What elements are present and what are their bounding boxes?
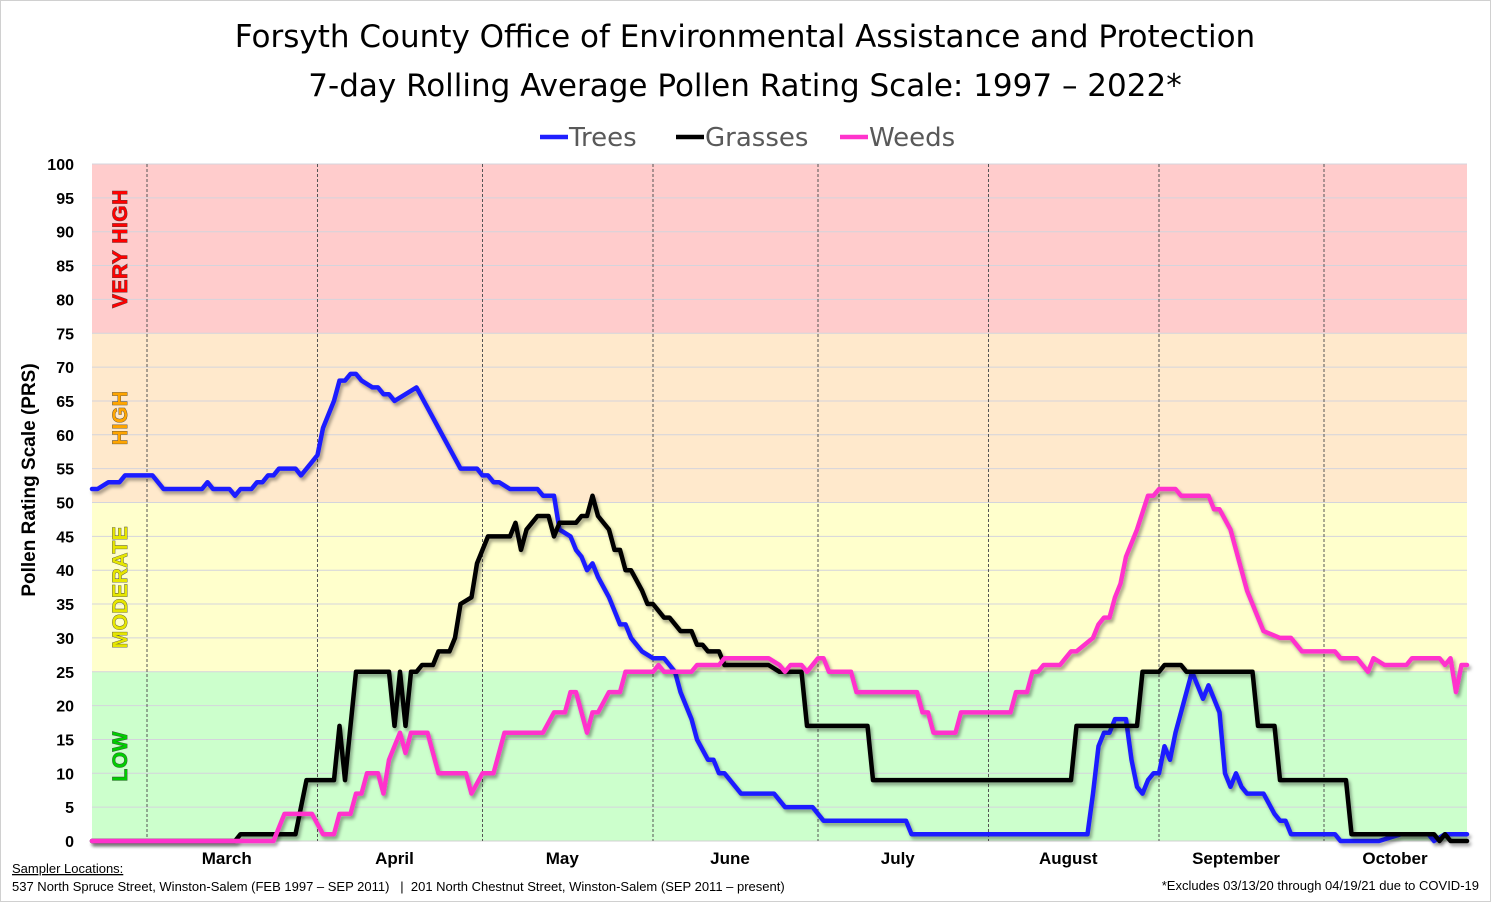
y-tick-label: 70 bbox=[56, 360, 74, 377]
y-tick-label: 100 bbox=[47, 157, 74, 174]
band-labels: LOW MODERATE HIGH VERY HIGH bbox=[109, 189, 133, 782]
x-tick-label: October bbox=[1362, 849, 1428, 868]
band-label: MODERATE bbox=[109, 526, 132, 649]
y-tick-label: 85 bbox=[56, 259, 74, 276]
sampler-locations: 537 North Spruce Street, Winston-Salem (… bbox=[12, 879, 785, 894]
band-very-high bbox=[92, 164, 1467, 334]
series-line-weeds bbox=[89, 486, 1470, 844]
x-tick-label: July bbox=[881, 849, 916, 868]
band-moderate bbox=[92, 502, 1467, 672]
x-tick-label: August bbox=[1039, 849, 1098, 868]
legend-label: Trees bbox=[568, 123, 637, 153]
covid-note: *Excludes 03/13/20 through 04/19/21 due … bbox=[1162, 878, 1479, 893]
y-tick-label: 60 bbox=[56, 428, 74, 445]
chart-title: Forsyth County Office of Environmental A… bbox=[235, 19, 1255, 55]
y-tick-label: 15 bbox=[56, 732, 74, 749]
y-tick-label: 35 bbox=[56, 597, 74, 614]
series-line-grasses bbox=[89, 493, 1470, 844]
y-tick-label: 45 bbox=[56, 529, 74, 546]
chart-subtitle: 7-day Rolling Average Pollen Rating Scal… bbox=[308, 68, 1181, 104]
x-tick-label: April bbox=[375, 849, 414, 868]
band-low bbox=[92, 671, 1467, 841]
month-dividers bbox=[146, 164, 1325, 841]
band-label: HIGH bbox=[109, 391, 132, 446]
risk-bands bbox=[92, 164, 1467, 841]
y-tick-label: 20 bbox=[56, 699, 74, 716]
x-tick-label: May bbox=[546, 849, 580, 868]
series-line-trees bbox=[89, 371, 1470, 844]
x-tick-label: September bbox=[1192, 849, 1280, 868]
band-high bbox=[92, 333, 1467, 503]
y-tick-label: 5 bbox=[65, 800, 74, 817]
band-label: VERY HIGH bbox=[109, 189, 132, 308]
gridlines bbox=[92, 163, 1467, 842]
y-tick-label: 90 bbox=[56, 225, 74, 242]
x-axis-labels: March April May June July August September Octo… bbox=[202, 849, 1428, 868]
y-tick-label: 0 bbox=[65, 834, 74, 851]
legend: Trees Grasses Weeds bbox=[540, 123, 955, 153]
band-label: LOW bbox=[109, 731, 132, 781]
y-tick-label: 55 bbox=[56, 462, 74, 479]
y-tick-label: 65 bbox=[56, 394, 74, 411]
y-tick-label: 40 bbox=[56, 563, 74, 580]
y-tick-label: 80 bbox=[56, 292, 74, 309]
y-tick-label: 25 bbox=[56, 665, 74, 682]
series-lines bbox=[89, 371, 1470, 844]
x-tick-label: March bbox=[202, 849, 252, 868]
y-tick-label: 10 bbox=[56, 766, 74, 783]
y-tick-label: 75 bbox=[56, 326, 74, 343]
y-axis-ticks: 0 5 10 15 20 25 30 35 40 45 50 55 60 65 70 75 80 85 90 95 10… bbox=[47, 157, 74, 851]
sampler-heading: Sampler Locations: bbox=[12, 861, 123, 876]
y-tick-label: 30 bbox=[56, 631, 74, 648]
x-tick-label: June bbox=[710, 849, 750, 868]
y-tick-label: 95 bbox=[56, 191, 74, 208]
legend-label: Weeds bbox=[869, 123, 955, 153]
y-tick-label: 50 bbox=[56, 496, 74, 513]
y-axis-label: Pollen Rating Scale (PRS) bbox=[19, 363, 40, 596]
legend-label: Grasses bbox=[705, 123, 808, 153]
